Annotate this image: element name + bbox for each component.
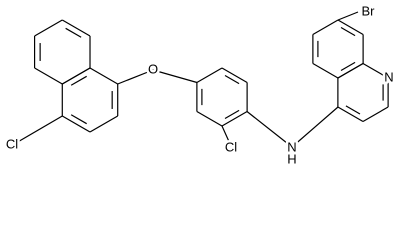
bond xyxy=(65,27,82,38)
atom-label: Cl xyxy=(6,136,18,151)
bond xyxy=(70,114,87,125)
bond xyxy=(337,106,364,123)
bond xyxy=(61,67,91,85)
bond xyxy=(196,67,223,84)
bond xyxy=(221,125,232,147)
bond xyxy=(337,19,364,36)
bond xyxy=(362,106,389,123)
bond xyxy=(362,62,389,79)
bond xyxy=(337,11,359,21)
bond xyxy=(345,105,361,115)
bond xyxy=(340,27,356,37)
bond xyxy=(312,19,339,36)
atom-label: N xyxy=(384,69,393,84)
bond xyxy=(70,75,87,86)
bond xyxy=(34,67,63,85)
bond xyxy=(224,109,240,119)
molecule-diagram: Br N O Cl Cl N H xyxy=(3,1,396,167)
bond xyxy=(224,75,240,85)
bond xyxy=(221,110,248,127)
bond xyxy=(221,67,248,84)
atom-label: Cl xyxy=(225,139,237,154)
bond xyxy=(34,19,63,37)
atom-label: Br xyxy=(362,3,376,18)
bond xyxy=(61,115,91,133)
atom-label: N xyxy=(287,139,296,154)
bond xyxy=(15,115,63,144)
bond xyxy=(246,111,293,148)
bond xyxy=(196,110,223,127)
bond xyxy=(312,62,339,79)
bonds xyxy=(15,11,389,148)
bond xyxy=(152,69,198,84)
bond xyxy=(89,115,119,133)
bond xyxy=(61,19,91,37)
bond xyxy=(337,62,364,79)
atom-label: H xyxy=(287,151,296,166)
atom-labels: Br N O Cl Cl N H xyxy=(3,1,396,167)
bond xyxy=(89,67,119,85)
bond xyxy=(340,61,356,71)
bond xyxy=(117,69,154,85)
atom-label: O xyxy=(148,61,158,76)
bond xyxy=(291,106,339,148)
